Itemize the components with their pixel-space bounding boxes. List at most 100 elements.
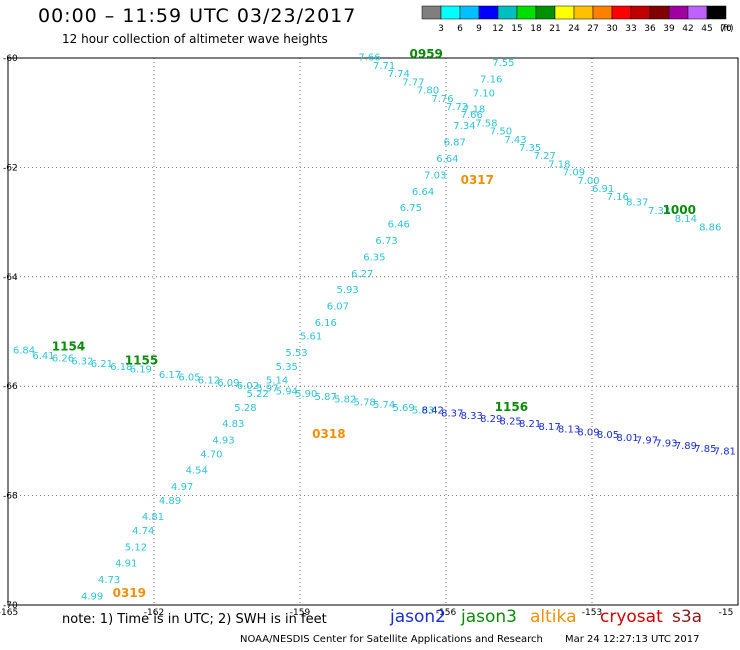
colorbar-swatch — [706, 5, 727, 20]
swh-point: 7.27 — [534, 151, 556, 162]
swh-point: 6.27 — [351, 269, 373, 280]
time-labels: 0959 1000 1154 1155 1156 0317 0318 0319 — [52, 47, 696, 600]
swh-point: 6.05 — [178, 373, 200, 384]
swh-point: 7.58 — [475, 118, 497, 129]
swh-point: 7.85 — [694, 444, 716, 455]
x-tick-label: -156 — [436, 608, 457, 618]
colorbar-swatch — [459, 5, 480, 20]
swh-point: 6.35 — [363, 252, 385, 263]
swh-point: 7.72 — [446, 102, 468, 113]
swh-point: 8.37 — [441, 408, 463, 419]
swh-point: 6.16 — [315, 318, 337, 329]
legend-jason3: jason3 — [461, 607, 517, 627]
colorbar-label: 12 — [492, 24, 503, 34]
swh-point: 7.16 — [607, 192, 629, 203]
colorbar-label: 33 — [625, 24, 636, 34]
chart-subtitle: 12 hour collection of altimeter wave hei… — [62, 32, 328, 46]
colorbar-swatch — [649, 5, 670, 20]
swh-point: 6.87 — [444, 138, 466, 149]
time-label: 0318 — [312, 427, 345, 441]
colorbar-swatch — [668, 5, 689, 20]
swh-point: 4.93 — [212, 436, 234, 447]
swh-point: 4.91 — [115, 559, 137, 570]
swh-point: 8.13 — [558, 425, 580, 436]
legend-s3a: s3a — [672, 607, 703, 627]
swh-point: 8.17 — [538, 422, 560, 433]
plot-frame — [7, 57, 739, 606]
swh-point: 7.77 — [402, 77, 424, 88]
y-tick-label: -68 — [3, 492, 18, 502]
colorbar-swatch — [497, 5, 518, 20]
swh-point: 7.35 — [519, 143, 541, 154]
time-label: 0317 — [461, 173, 494, 187]
swh-point: 7.97 — [636, 436, 658, 447]
swh-point: 8.05 — [597, 430, 619, 441]
swh-point: 5.78 — [354, 397, 376, 408]
colorbar-label: 36 — [644, 24, 656, 34]
swh-point: 7.00 — [577, 176, 599, 187]
colorbar-swatch — [478, 5, 499, 20]
swh-point: 8.25 — [500, 416, 522, 427]
swh-point: 8.42 — [422, 406, 444, 417]
colorbar-swatch — [630, 5, 651, 20]
swh-point: 7.71 — [373, 61, 395, 72]
swh-point: 6.18 — [110, 362, 132, 373]
swh-point: 6.91 — [592, 184, 614, 195]
x-tick-label: -162 — [144, 608, 164, 618]
colorbar-label: 18 — [530, 24, 542, 34]
swh-point: 5.93 — [337, 285, 359, 296]
y-tick-label: -60 — [3, 54, 18, 64]
swh-point: 7.50 — [490, 127, 512, 138]
swh-point: 8.37 — [626, 198, 648, 209]
swh-point: 6.73 — [375, 236, 397, 247]
swh-point: 4.89 — [159, 496, 181, 507]
swh-point: 7.81 — [714, 447, 736, 458]
footer-credit: NOAA/NESDIS Center for Satellite Applica… — [240, 634, 543, 645]
y-tick-label: -70 — [3, 601, 18, 611]
time-label: 1156 — [495, 400, 528, 414]
swh-point: 7.33 — [648, 206, 670, 217]
swh-point: 7.18 — [548, 159, 570, 170]
swh-point: 5.69 — [392, 403, 414, 414]
swh-point: 8.86 — [699, 222, 721, 233]
swh-point: 6.26 — [52, 354, 74, 365]
swh-point: 6.46 — [388, 220, 410, 231]
swh-point: 4.97 — [171, 482, 193, 493]
swh-point: 7.09 — [563, 168, 585, 179]
swh-point: 6.84 — [13, 345, 35, 356]
swh-point: 6.02 — [237, 381, 259, 392]
swh-point: 4.74 — [132, 526, 154, 537]
x-tick-label: -165 — [0, 608, 18, 618]
legend-altika: altika — [530, 607, 577, 627]
colorbar-label: 39 — [663, 24, 675, 34]
axis-ticks: -60 -62 -64 -66 -68 -70-165 -162 -159 -156 -153 -1… — [0, 54, 733, 618]
swh-point: 7.43 — [504, 135, 526, 146]
swh-point: 8.01 — [616, 433, 638, 444]
time-label: 1155 — [125, 353, 158, 367]
swh-point: 8.33 — [461, 411, 483, 422]
swh-point: 6.64 — [412, 187, 434, 198]
y-tick-label: -64 — [3, 273, 18, 283]
swh-point: 8.21 — [519, 419, 541, 430]
colorbar-label: 24 — [568, 24, 580, 34]
time-label: 1154 — [52, 340, 85, 354]
swh-point: 5.97 — [256, 384, 278, 395]
swh-point: 6.09 — [217, 378, 239, 389]
swh-point: 7.66 — [461, 110, 483, 121]
legend-cryosat: cryosat — [600, 607, 663, 627]
swh-point: 5.61 — [300, 332, 322, 343]
swh-point: 6.21 — [91, 359, 113, 370]
swh-point: 6.17 — [159, 370, 181, 381]
swh-point: 7.93 — [655, 438, 677, 449]
time-label: 0959 — [410, 47, 443, 61]
swh-point: 5.53 — [285, 348, 307, 359]
swh-point: 8.29 — [480, 414, 502, 425]
swh-point: 5.82 — [334, 395, 356, 406]
swh-point: 5.28 — [234, 403, 256, 414]
colorbar-label: 21 — [549, 24, 560, 34]
swh-point: 7.18 — [463, 105, 485, 116]
swh-point: 7.66 — [358, 53, 380, 64]
swh-point: 8.14 — [675, 214, 697, 225]
x-tick-label: -159 — [290, 608, 311, 618]
swh-point: 6.07 — [327, 302, 349, 313]
